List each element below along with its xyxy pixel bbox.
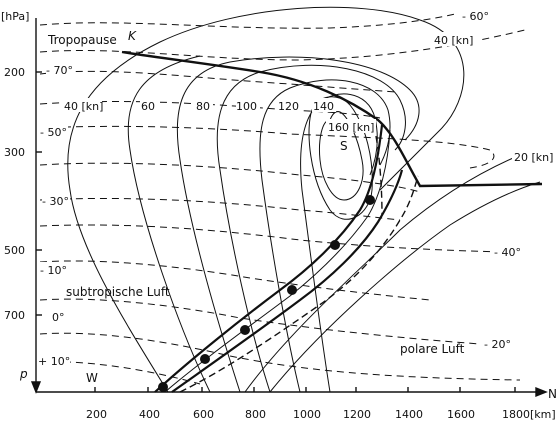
x-tick-1200: 1200 bbox=[343, 408, 371, 421]
isotherm-line bbox=[39, 260, 431, 301]
x-axis-arrowhead bbox=[535, 386, 548, 398]
x-axis-unit: [km] bbox=[530, 408, 556, 421]
isotherm-label: - 60° bbox=[462, 10, 489, 23]
isotherm-line bbox=[39, 162, 421, 193]
tropopause-line bbox=[121, 50, 543, 188]
isotach-line bbox=[176, 56, 420, 393]
x-axis-var: N bbox=[548, 387, 557, 401]
isotachs bbox=[67, 6, 541, 393]
isotherm-label: - 40° bbox=[494, 246, 521, 259]
isotherm-label: 0° bbox=[52, 311, 65, 324]
x-tick-1800: 1800 bbox=[502, 408, 530, 421]
isotach-line bbox=[244, 154, 521, 393]
isotach-core bbox=[319, 111, 364, 201]
front-marker bbox=[200, 354, 210, 364]
isotherm-label: + 10° bbox=[38, 355, 70, 368]
tropopause-k-label: K bbox=[128, 29, 137, 43]
isotherm-labels: - 70° - 50° - 30° - 10° 0° + 10° - 60° -… bbox=[38, 8, 524, 368]
axes bbox=[30, 18, 548, 398]
isotach-label: 60 bbox=[141, 100, 155, 113]
isotherm-line bbox=[39, 197, 401, 221]
west-label: W bbox=[86, 371, 98, 385]
front-dashed-line bbox=[375, 135, 383, 216]
isotherm-line bbox=[39, 13, 456, 29]
isotach-line bbox=[127, 55, 211, 393]
isotherm-label: - 20° bbox=[484, 338, 511, 351]
polar-air-label: polare Luft bbox=[400, 342, 465, 356]
front-marker bbox=[330, 240, 340, 250]
y-tick-200: 200 bbox=[4, 66, 25, 79]
isotach-line bbox=[269, 181, 541, 393]
y-axis-arrowhead bbox=[30, 381, 42, 394]
isotach-line bbox=[67, 6, 465, 393]
front-marker bbox=[287, 285, 297, 295]
tropopause-label: Tropopause bbox=[47, 33, 117, 47]
x-tick-400: 400 bbox=[139, 408, 160, 421]
isotach-label: 20 [kn] bbox=[514, 151, 553, 164]
isotherm-line bbox=[39, 70, 396, 93]
y-tick-300: 300 bbox=[4, 146, 25, 159]
isotach-label: 120 bbox=[278, 100, 299, 113]
isotach-labels: 40 [kn] 60 80 100 120 140 160 [kn] 40 [k… bbox=[62, 32, 556, 164]
isotherm-line bbox=[39, 298, 481, 345]
isotach-label: 100 bbox=[236, 100, 257, 113]
front-marker bbox=[240, 325, 250, 335]
isotherms bbox=[39, 13, 526, 385]
y-tick-500: 500 bbox=[4, 244, 25, 257]
isotach-inner bbox=[308, 96, 373, 220]
x-tick-600: 600 bbox=[193, 408, 214, 421]
front-dashed-line bbox=[179, 175, 419, 393]
frontal-zone bbox=[154, 124, 419, 393]
isotherm-line bbox=[39, 125, 495, 169]
isotach-label: 40 [kn] bbox=[434, 34, 473, 47]
y-axis-var: p bbox=[19, 367, 28, 381]
south-label: S bbox=[340, 139, 348, 153]
isotach-line bbox=[216, 64, 406, 393]
isotherm-line bbox=[39, 224, 501, 253]
front-marker bbox=[365, 195, 375, 205]
x-tick-1600: 1600 bbox=[447, 408, 475, 421]
isotach-label: 80 bbox=[196, 100, 210, 113]
isotherm-label: - 50° bbox=[40, 126, 67, 139]
front-upper-boundary bbox=[154, 124, 384, 393]
front-marker bbox=[158, 382, 168, 392]
isotherm-label: - 70° bbox=[46, 64, 73, 77]
isotherm-line bbox=[39, 332, 521, 381]
x-tick-1000: 1000 bbox=[293, 408, 321, 421]
isotach-label: 140 bbox=[313, 100, 334, 113]
y-tick-700: 700 bbox=[4, 309, 25, 322]
front-symbols bbox=[158, 195, 375, 392]
isotach-line bbox=[259, 79, 391, 393]
y-axis-unit: [hPa] bbox=[1, 10, 29, 23]
x-tick-200: 200 bbox=[86, 408, 107, 421]
subtropical-air-label: subtropische Luft bbox=[66, 285, 170, 299]
x-tick-1400: 1400 bbox=[395, 408, 423, 421]
isotach-label: 160 [kn] bbox=[328, 121, 374, 134]
isotherm-label: - 10° bbox=[40, 264, 67, 277]
x-tick-800: 800 bbox=[245, 408, 266, 421]
front-lower-boundary bbox=[171, 169, 404, 393]
isotach-label: 40 [kn] bbox=[64, 100, 103, 113]
isotherm-label: - 30° bbox=[42, 195, 69, 208]
